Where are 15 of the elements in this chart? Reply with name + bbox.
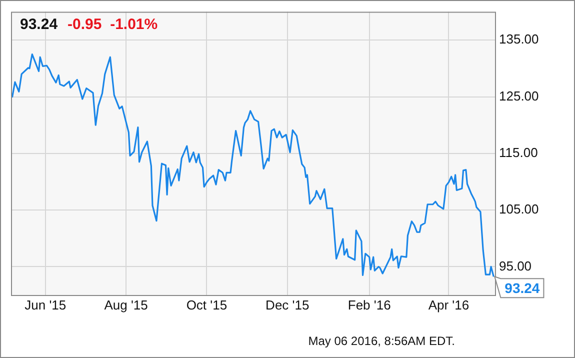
y-tick-label: 125.00 [499, 88, 539, 104]
x-tick-label: Jun '15 [24, 297, 66, 312]
y-tick-label: 115.00 [499, 144, 538, 160]
x-tick-label: Aug '15 [104, 297, 148, 312]
chart-subtitle: -0.95 -1.01% [68, 16, 158, 33]
chart-title: 93.24 [20, 16, 58, 33]
y-tick-label: 95.00 [499, 258, 532, 274]
y-tick-label: 135.00 [499, 32, 539, 47]
x-tick-label: Oct '15 [186, 297, 228, 312]
y-tick-label: 105.00 [499, 202, 539, 217]
x-tick-label: Dec '15 [266, 297, 310, 312]
x-tick-label: Apr '16 [428, 297, 470, 312]
data-label: 93.24 [504, 280, 540, 296]
x-tick-label: Feb '16 [348, 297, 391, 312]
text: May 06 2016, 8:56AM EDT. [308, 334, 455, 348]
